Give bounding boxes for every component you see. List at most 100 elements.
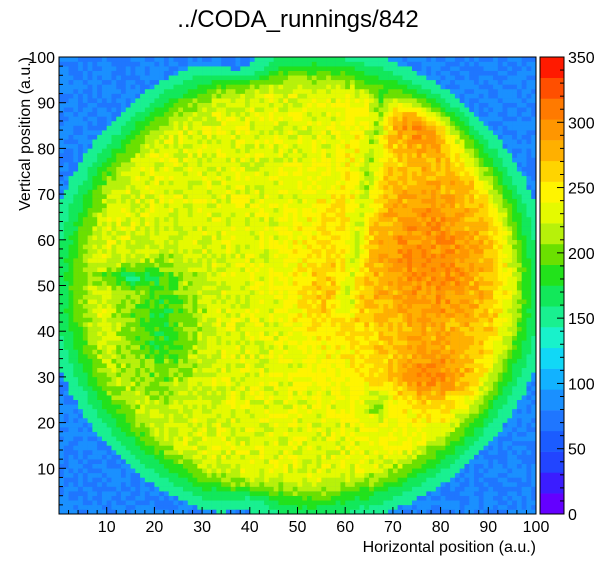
heatmap-cell (206, 486, 212, 492)
heatmap-cell (435, 436, 441, 442)
heatmap-cell (516, 317, 522, 323)
heatmap-cell (92, 472, 98, 478)
heatmap-cell (469, 372, 475, 378)
heatmap-cell (87, 486, 93, 492)
heatmap-cell (59, 299, 65, 305)
heatmap-cell (392, 381, 398, 387)
heatmap-cell (264, 367, 270, 373)
heatmap-cell (73, 376, 79, 382)
heatmap-cell (68, 349, 74, 355)
heatmap-cell (483, 440, 489, 446)
heatmap-cell (326, 381, 332, 387)
heatmap-cell (426, 495, 432, 501)
heatmap-cell (526, 395, 532, 400)
heatmap-cell (345, 436, 351, 442)
heatmap-cell (121, 509, 127, 515)
heatmap-cell (278, 482, 284, 487)
heatmap-cell (73, 331, 79, 337)
heatmap-cell (287, 477, 293, 483)
heatmap-cell (187, 290, 193, 295)
heatmap-cell (464, 450, 470, 455)
heatmap-cell (302, 427, 308, 432)
heatmap-cell (321, 504, 327, 510)
heatmap-cell (392, 285, 398, 291)
heatmap-cell (135, 445, 141, 451)
heatmap-cell (149, 322, 155, 327)
heatmap-cell (416, 358, 422, 364)
heatmap-cell (168, 372, 174, 378)
heatmap-cell (168, 509, 174, 515)
heatmap-cell (206, 312, 212, 318)
heatmap-cell (121, 285, 127, 291)
heatmap-cell (121, 440, 127, 446)
heatmap-cell (240, 363, 246, 369)
heatmap-cell (483, 504, 489, 510)
heatmap-cell (106, 395, 112, 400)
heatmap-cell (512, 408, 518, 414)
heatmap-cell (402, 390, 408, 396)
heatmap-cell (435, 294, 441, 300)
heatmap-cell (106, 399, 112, 405)
heatmap-cell (307, 367, 313, 373)
heatmap-cell (283, 472, 289, 478)
heatmap-cell (354, 376, 360, 382)
heatmap-cell (373, 376, 379, 382)
heatmap-cell (97, 427, 103, 432)
heatmap-cell (82, 344, 88, 350)
heatmap-cell (211, 312, 217, 318)
heatmap-cell (197, 390, 203, 396)
heatmap-cell (359, 381, 365, 387)
heatmap-cell (326, 326, 332, 332)
heatmap-cell (392, 436, 398, 442)
heatmap-cell (97, 445, 103, 451)
heatmap-cell (59, 312, 65, 318)
heatmap-cell (459, 472, 465, 478)
heatmap-cell (183, 331, 189, 337)
heatmap-cell (392, 395, 398, 400)
heatmap-cell (202, 436, 208, 442)
heatmap-cell (211, 367, 217, 373)
heatmap-cell (397, 445, 403, 451)
heatmap-cell (478, 500, 484, 506)
heatmap-cell (502, 440, 508, 446)
heatmap-cell (168, 335, 174, 341)
heatmap-cell (521, 477, 527, 483)
heatmap-cell (488, 308, 494, 314)
heatmap-cell (431, 349, 437, 355)
heatmap-cell (483, 303, 489, 309)
heatmap-cell (531, 299, 537, 305)
heatmap-cell (225, 363, 231, 369)
heatmap-cell (493, 454, 499, 460)
heatmap-cell (392, 390, 398, 396)
heatmap-cell (335, 408, 341, 414)
heatmap-cell (473, 303, 480, 309)
heatmap-cell (345, 376, 351, 382)
heatmap-cell (292, 418, 298, 423)
heatmap-cell (259, 509, 265, 515)
heatmap-cell (264, 372, 270, 378)
heatmap-cell (197, 440, 203, 446)
heatmap-cell (92, 326, 98, 332)
heatmap-cell (206, 363, 212, 369)
heatmap-cell (450, 312, 456, 318)
heatmap-cell (73, 285, 79, 291)
heatmap-cell (416, 303, 422, 309)
heatmap-cell (168, 431, 174, 437)
heatmap-cell (340, 367, 346, 373)
heatmap-cell (512, 440, 518, 446)
heatmap-cell (411, 358, 417, 364)
heatmap-cell (507, 413, 513, 419)
heatmap-cell (273, 358, 279, 364)
heatmap-cell (206, 472, 212, 478)
heatmap-cell (225, 381, 231, 387)
heatmap-cell (63, 349, 69, 355)
heatmap-cell (68, 486, 74, 492)
heatmap-cell (144, 454, 150, 460)
heatmap-cell (316, 399, 322, 405)
heatmap-cell (130, 459, 136, 464)
heatmap-cell (426, 427, 432, 432)
heatmap-cell (116, 326, 122, 332)
heatmap-cell (82, 440, 88, 446)
heatmap-cell (183, 459, 189, 464)
heatmap-cell (163, 408, 169, 414)
